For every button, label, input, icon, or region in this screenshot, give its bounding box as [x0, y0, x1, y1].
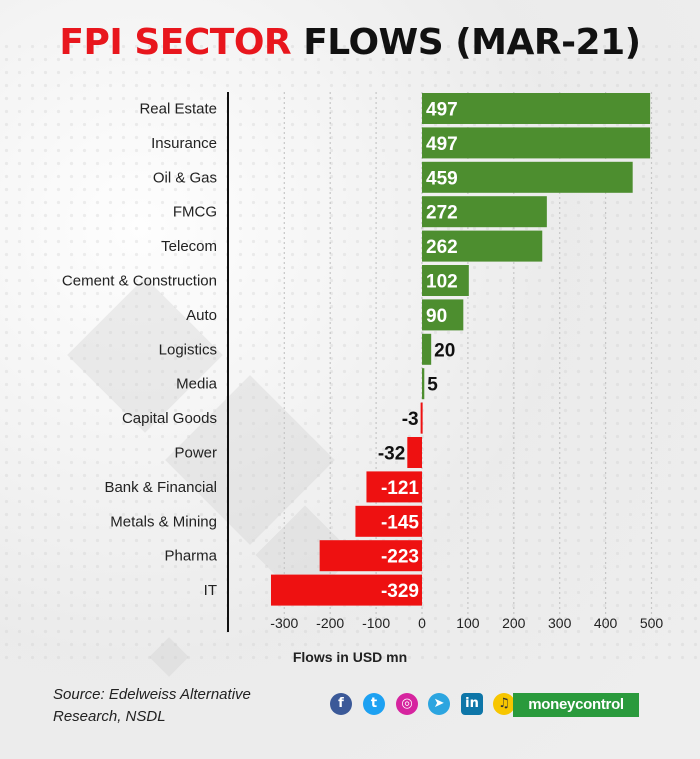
x-tick-label: 100: [456, 615, 480, 631]
x-tick-label: -100: [362, 615, 390, 631]
bar: [355, 505, 422, 537]
category-label: Capital Goods: [122, 410, 217, 427]
category-label: Insurance: [151, 135, 217, 152]
value-label: -3: [402, 409, 419, 430]
title-rest: FLOWS (MAR-21): [303, 22, 641, 63]
bar: [366, 471, 422, 503]
bar: [422, 368, 425, 400]
bar-chart: Real Estate Insurance Oil & Gas FMCG Telecom…: [62, 92, 664, 632]
title-accent: FPI SECTOR: [59, 22, 292, 63]
bar: [420, 402, 423, 434]
category-label: Metals & Mining: [110, 513, 217, 530]
bar: [319, 540, 422, 572]
category-label: IT: [204, 582, 217, 599]
bar: [422, 127, 651, 159]
category-label: Oil & Gas: [153, 169, 217, 186]
value-label: 497: [426, 100, 458, 121]
x-tick-label: 500: [640, 615, 664, 631]
x-tick-label: 300: [548, 615, 572, 631]
value-label: -145: [381, 512, 419, 533]
category-label: FMCG: [173, 204, 217, 221]
bar: [422, 230, 543, 262]
twitter-icon[interactable]: t: [363, 693, 385, 715]
linkedin-icon[interactable]: in: [461, 693, 483, 715]
bar: [422, 93, 651, 124]
value-label: -32: [378, 444, 405, 465]
x-tick-label: 0: [418, 615, 426, 631]
source-note: Source: Edelweiss Alternative Research, …: [53, 686, 251, 725]
value-label: 262: [426, 237, 458, 258]
bar: [422, 333, 432, 365]
category-label: Real Estate: [139, 101, 217, 118]
value-label: 20: [434, 340, 455, 361]
bar: [422, 299, 464, 331]
bar: [270, 574, 422, 606]
x-tick-label: -300: [270, 615, 298, 631]
koo-icon[interactable]: ♫: [493, 693, 515, 715]
value-label: 497: [426, 134, 458, 155]
category-label: Logistics: [159, 341, 217, 358]
category-label: Pharma: [164, 548, 217, 565]
category-label: Media: [176, 376, 218, 393]
bar: [407, 437, 422, 468]
value-label: 459: [426, 168, 458, 189]
x-axis-label: Flows in USD mn: [292, 649, 408, 665]
value-label: -329: [381, 581, 419, 602]
bar: [422, 265, 469, 296]
value-label: 90: [426, 306, 447, 327]
category-label: Auto: [186, 307, 217, 324]
value-label: 272: [426, 203, 458, 224]
x-tick-label: 200: [502, 615, 526, 631]
category-label: Cement & Construction: [62, 273, 217, 290]
bar: [422, 196, 547, 228]
category-label: Telecom: [161, 238, 217, 255]
category-label: Power: [174, 445, 217, 462]
category-label: Bank & Financial: [104, 479, 217, 496]
bar: [422, 161, 633, 193]
telegram-icon[interactable]: ➤: [428, 693, 450, 715]
value-label: 102: [426, 272, 458, 293]
value-label: 5: [427, 375, 438, 396]
facebook-icon[interactable]: f: [330, 693, 352, 715]
instagram-icon[interactable]: ◎: [396, 693, 418, 715]
x-tick-label: 400: [594, 615, 618, 631]
value-label: -121: [381, 478, 419, 499]
x-tick-label: -200: [316, 615, 344, 631]
page-title: FPI SECTOR FLOWS (MAR-21): [0, 22, 700, 63]
value-label: -223: [381, 547, 419, 568]
brand-logo: moneycontrol: [513, 693, 639, 717]
